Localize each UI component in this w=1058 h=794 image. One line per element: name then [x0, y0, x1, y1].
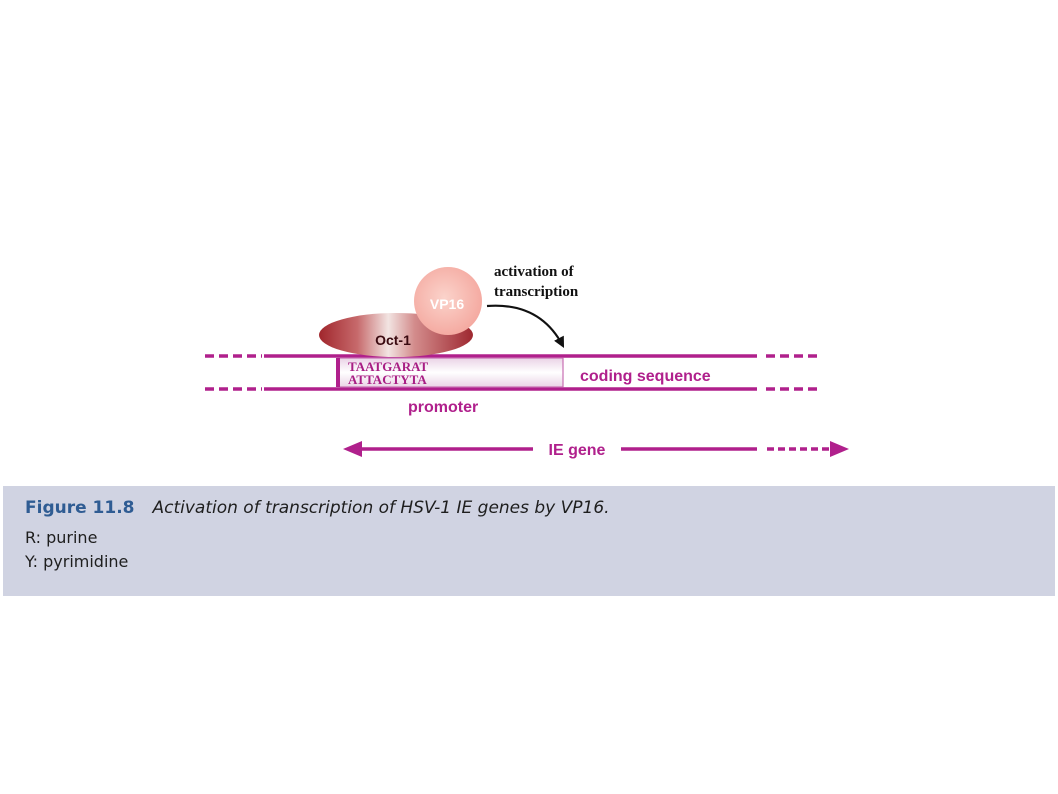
figure-number: Figure 11.8	[25, 498, 135, 518]
sequence-bottom: ATTACTYTA	[348, 372, 427, 387]
activation-label-line1: activation of	[494, 264, 575, 280]
vp16-protein	[414, 267, 482, 335]
vp16-label: VP16	[430, 296, 464, 312]
coding-sequence-label: coding sequence	[580, 368, 711, 385]
activation-label-line2: transcription	[494, 284, 579, 300]
figure-title: Activation of transcription of HSV-1 IE …	[152, 498, 610, 518]
promoter-box	[337, 357, 564, 388]
figure-caption: Figure 11.8 Activation of transcription o…	[3, 486, 1055, 596]
ie-gene-label: IE gene	[549, 442, 606, 459]
note-purine: R: purine	[25, 528, 98, 547]
activation-arrow	[486, 304, 565, 348]
vp16-activation-diagram: Oct-1 VP16 activation of transcription T…	[205, 264, 849, 459]
oct1-label: Oct-1	[375, 332, 411, 348]
promoter-label: promoter	[408, 399, 478, 416]
caption-heading: Figure 11.8 Activation of transcription o…	[25, 496, 1055, 520]
ie-gene-span-arrow	[343, 441, 849, 457]
sequence-top: TAATGARAT	[348, 359, 429, 374]
note-pyrimidine: Y: pyrimidine	[25, 552, 129, 571]
